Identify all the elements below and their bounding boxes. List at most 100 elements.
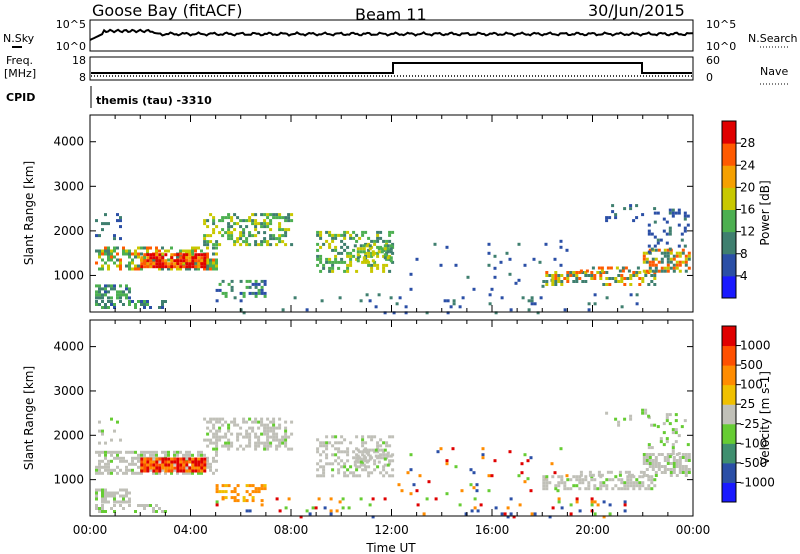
echo-cell [203, 457, 207, 461]
echo-cell [107, 459, 110, 463]
echo-cell [367, 435, 371, 439]
echo-cell [284, 429, 288, 433]
echo-cell [104, 261, 107, 265]
echo-cell [329, 497, 333, 501]
echo-cell [494, 311, 498, 315]
echo-cell [119, 500, 122, 504]
echo-cell [672, 254, 676, 258]
echo-cell [398, 296, 402, 300]
echo-cell [152, 466, 156, 470]
echo-cell [632, 271, 636, 274]
echo-cell [98, 507, 101, 510]
echo-cell [352, 471, 356, 475]
echo-cell [260, 288, 264, 292]
echo-cell [101, 488, 104, 492]
echo-cell [215, 288, 219, 292]
echo-cell [122, 290, 125, 294]
echo-cell [266, 447, 270, 451]
echo-cell [200, 262, 204, 266]
echo-cell [107, 284, 110, 288]
echo-cell [578, 475, 582, 479]
echo-cell [346, 263, 350, 267]
echo-cell [331, 462, 335, 466]
echo-cell [278, 426, 282, 430]
echo-cell [215, 417, 219, 421]
echo-cell [578, 481, 582, 485]
echo-cell [101, 504, 104, 507]
echo-cell [251, 420, 255, 424]
echo-cell [245, 435, 249, 439]
echo-cell [551, 280, 555, 283]
echo-cell [376, 456, 380, 460]
echo-cell [385, 444, 389, 448]
echo-cell [104, 462, 107, 466]
echo-cell [95, 219, 98, 223]
x-tick-label: 16:00 [475, 523, 510, 537]
echo-cell [590, 277, 594, 280]
echo-cell [629, 274, 633, 277]
echo-cell [260, 441, 264, 445]
echo-cell [569, 503, 573, 507]
echo-cell [125, 249, 128, 253]
power-cells [95, 204, 691, 315]
echo-cell [185, 267, 188, 271]
echo-cell [128, 296, 131, 300]
echo-cell [365, 448, 369, 452]
echo-cell [684, 254, 688, 258]
echo-cell [260, 499, 264, 503]
echo-cell [319, 474, 323, 478]
echo-cell [687, 468, 691, 471]
echo-cell [346, 459, 350, 463]
echo-cell [328, 233, 332, 237]
echo-cell [188, 262, 192, 266]
echo-cell [104, 293, 107, 297]
echo-cell [242, 291, 246, 295]
echo-cell [248, 438, 252, 442]
echo-cell [641, 280, 645, 283]
echo-cell [663, 459, 667, 462]
echo-cell [257, 420, 261, 424]
echo-cell [236, 484, 240, 488]
echo-cell [623, 509, 627, 513]
echo-cell [647, 283, 651, 286]
freq-frame [89, 56, 694, 81]
echo-cell [242, 499, 246, 503]
echo-cell [385, 263, 389, 267]
echo-cell [152, 510, 155, 513]
echo-cell [179, 463, 183, 467]
echo-cell [623, 503, 627, 507]
echo-cell [389, 296, 393, 300]
colorbar-tick-label: 1000 [740, 339, 771, 353]
echo-cell [605, 216, 609, 220]
echo-cell [212, 216, 216, 220]
echo-cell [687, 453, 691, 456]
echo-cell [365, 259, 369, 263]
echo-cell [358, 474, 362, 478]
echo-cell [642, 260, 646, 264]
echo-cell [600, 269, 604, 273]
colorbar-tick-label: -100 [740, 436, 767, 450]
echo-cell [278, 438, 282, 442]
echo-cell [608, 216, 612, 220]
echo-cell [671, 211, 675, 215]
echo-cell [638, 475, 642, 479]
echo-cell [212, 222, 216, 226]
echo-cell [101, 450, 104, 454]
echo-cell [200, 466, 204, 470]
echo-cell [642, 471, 646, 474]
colorbar-segment [722, 404, 736, 425]
echo-cell [266, 441, 270, 445]
echo-cell [648, 248, 652, 252]
echo-cell [167, 460, 171, 464]
echo-cell [284, 444, 288, 448]
echo-cell [554, 280, 558, 283]
echo-cell [269, 243, 273, 247]
echo-cell [125, 293, 128, 297]
echo-cell [671, 431, 675, 435]
echo-cell [119, 225, 122, 229]
echo-cell [545, 484, 549, 488]
echo-cell [514, 281, 518, 285]
echo-cell [523, 263, 527, 267]
echo-cell [684, 453, 688, 456]
echo-cell [131, 462, 134, 466]
